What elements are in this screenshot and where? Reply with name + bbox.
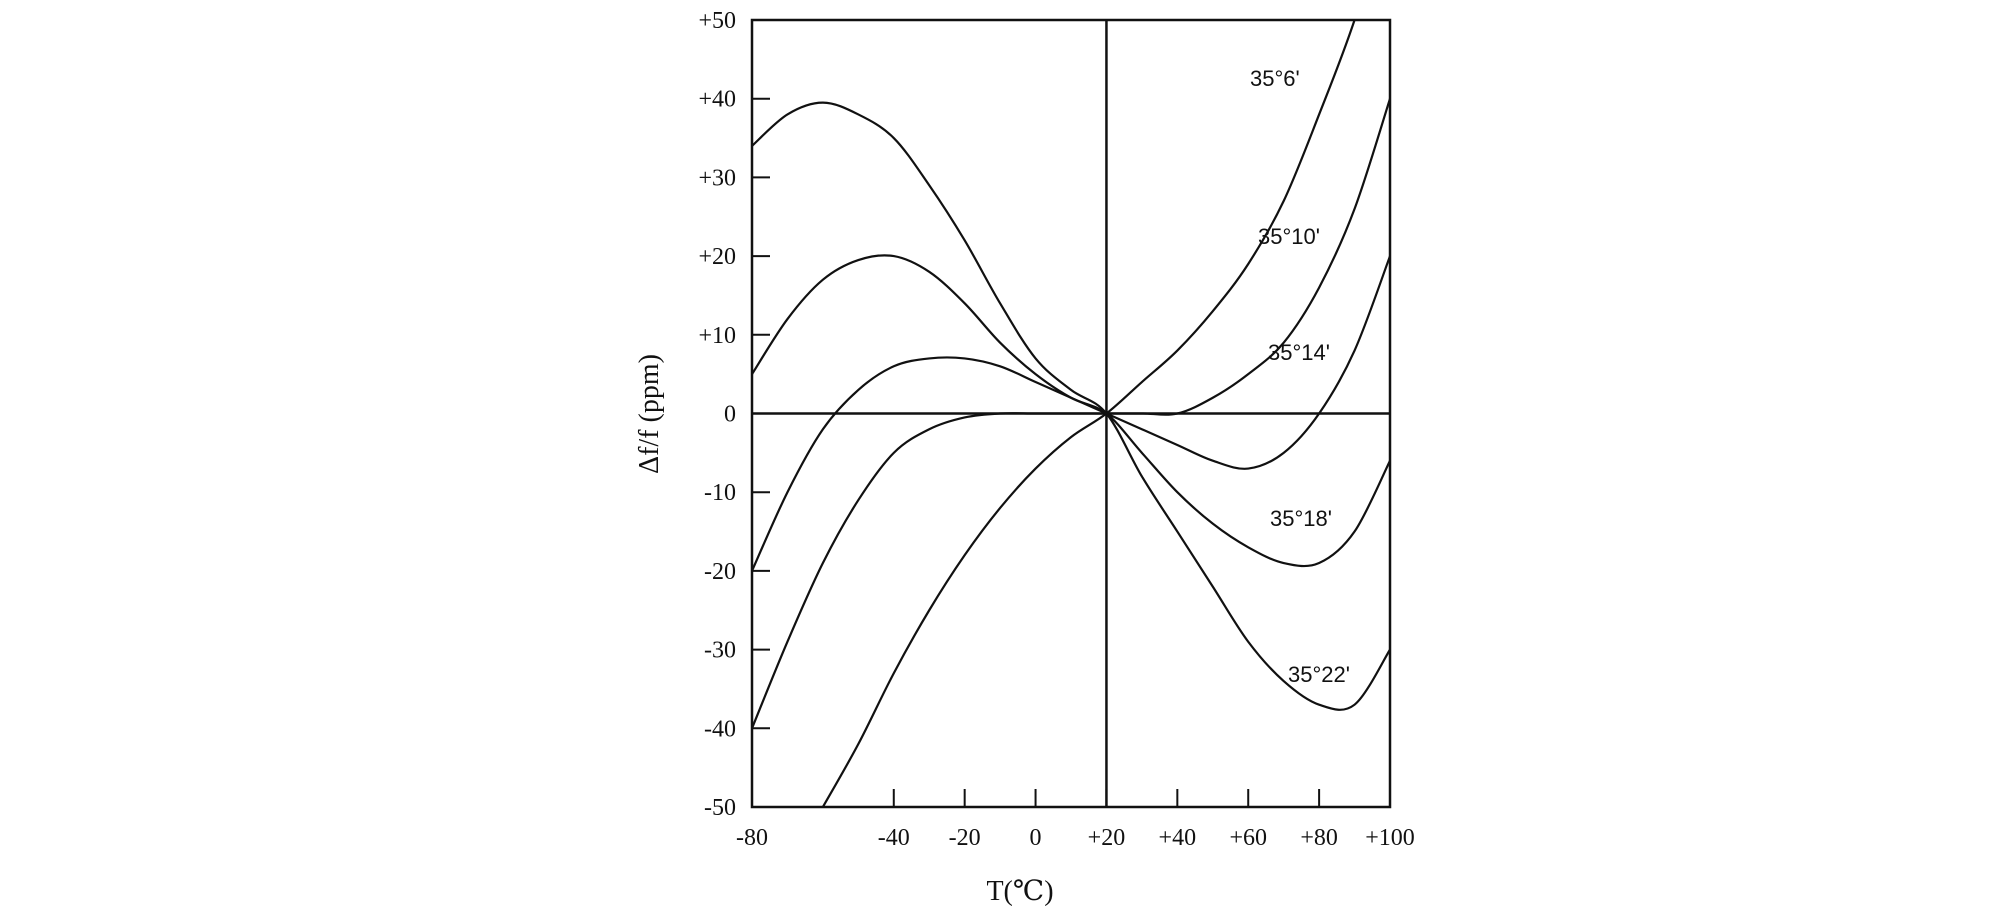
curve-labels: 35°6' 35°10' 35°14' 35°18' 35°22' [1250,66,1350,687]
x-tick-label: -20 [949,825,981,851]
annotation-35-18: 35°18' [1270,506,1332,531]
series-line-0 [821,20,1356,807]
y-tick-label: +10 [698,323,736,349]
y-tick-label: +40 [698,87,736,113]
y-tick-label: -40 [704,716,736,742]
x-axis-title: T(℃) [986,876,1053,906]
tick-labels: +50+40+30+20+100-10-20-30-40-50-80 -40 -20… [698,8,1414,851]
y-tick-label: -30 [704,638,736,664]
x-tick-label: -80 [736,825,768,851]
x-tick-label: +40 [1159,825,1197,851]
y-tick-label: +50 [698,8,736,34]
annotation-35-6: 35°6' [1250,66,1300,91]
y-tick-label: +20 [698,244,736,270]
annotation-35-22: 35°22' [1288,662,1350,687]
annotation-35-10: 35°10' [1258,224,1320,249]
x-tick-label: -40 [878,825,910,851]
ticks [751,19,1391,808]
series-group [752,20,1390,807]
series-line-3 [752,254,1390,568]
series-line-1 [752,98,1390,729]
y-axis-title: Δf/f (ppm) [634,354,665,474]
y-tick-label: -50 [704,795,736,821]
y-tick-label: -10 [704,480,736,506]
series-line-4 [752,101,1390,711]
x-tick-label: +60 [1229,825,1267,851]
annotation-35-14: 35°14' [1268,340,1330,365]
x-tick-label: +20 [1088,825,1126,851]
x-tick-label: 0 [1030,825,1042,851]
y-tick-label: 0 [724,402,736,428]
x-tick-label: +80 [1300,825,1338,851]
y-tick-label: -20 [704,559,736,585]
y-tick-label: +30 [698,165,736,191]
x-tick-label: +100 [1365,825,1415,851]
